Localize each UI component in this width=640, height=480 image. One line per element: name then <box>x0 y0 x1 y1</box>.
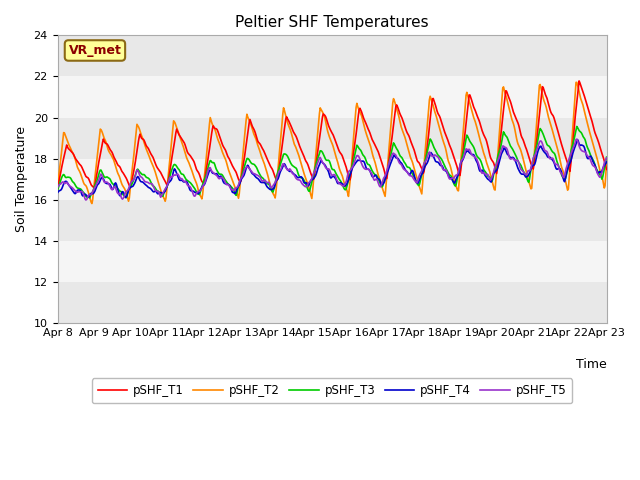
pSHF_T2 <box>63 138 71 144</box>
pSHF_T2 <box>205 121 213 127</box>
pSHF_T2 <box>121 186 129 192</box>
pSHF_T2 <box>177 136 184 142</box>
pSHF_T3 <box>86 195 93 201</box>
Bar <box>58 241 607 282</box>
Bar <box>58 36 607 76</box>
Title: Peltier SHF Temperatures: Peltier SHF Temperatures <box>236 15 429 30</box>
pSHF_T4 <box>415 177 423 182</box>
pSHF_T3 <box>54 188 61 193</box>
pSHF_T3 <box>177 169 184 175</box>
Bar <box>58 200 607 241</box>
pSHF_T5 <box>205 165 213 170</box>
Bar <box>58 118 607 159</box>
pSHF_T2 <box>572 80 580 85</box>
pSHF_T3 <box>415 181 423 187</box>
Text: Time: Time <box>576 358 607 371</box>
pSHF_T2 <box>415 184 423 190</box>
pSHF_T2 <box>88 201 96 206</box>
pSHF_T1 <box>603 167 611 172</box>
pSHF_T5 <box>63 180 71 186</box>
pSHF_T1 <box>205 151 212 157</box>
pSHF_T1 <box>63 144 71 150</box>
pSHF_T5 <box>82 197 90 203</box>
pSHF_T5 <box>603 155 611 161</box>
pSHF_T3 <box>603 154 611 160</box>
pSHF_T5 <box>573 136 580 142</box>
pSHF_T3 <box>205 159 213 165</box>
pSHF_T3 <box>121 193 129 199</box>
pSHF_T1 <box>399 117 406 123</box>
pSHF_T5 <box>399 166 407 172</box>
pSHF_T5 <box>121 192 129 197</box>
Bar <box>58 159 607 200</box>
pSHF_T2 <box>54 183 61 189</box>
pSHF_T2 <box>603 160 611 166</box>
pSHF_T4 <box>177 178 184 183</box>
Bar <box>58 282 607 324</box>
pSHF_T4 <box>399 164 407 169</box>
pSHF_T2 <box>399 131 407 136</box>
pSHF_T3 <box>573 123 580 129</box>
pSHF_T4 <box>573 137 581 143</box>
Y-axis label: Soil Temperature: Soil Temperature <box>15 126 28 232</box>
pSHF_T4 <box>63 180 71 186</box>
pSHF_T4 <box>54 190 61 196</box>
pSHF_T5 <box>415 172 423 178</box>
pSHF_T1 <box>176 133 184 139</box>
Line: pSHF_T3: pSHF_T3 <box>58 126 607 198</box>
Line: pSHF_T1: pSHF_T1 <box>58 81 607 189</box>
pSHF_T1 <box>54 186 61 192</box>
Line: pSHF_T4: pSHF_T4 <box>58 140 607 197</box>
pSHF_T5 <box>54 185 61 191</box>
pSHF_T4 <box>603 159 611 165</box>
Bar <box>58 76 607 118</box>
Text: VR_met: VR_met <box>68 44 122 57</box>
pSHF_T1 <box>120 171 128 177</box>
pSHF_T4 <box>122 194 129 200</box>
pSHF_T3 <box>399 158 407 164</box>
pSHF_T5 <box>177 176 184 181</box>
pSHF_T4 <box>120 191 128 196</box>
pSHF_T1 <box>415 159 422 165</box>
Line: pSHF_T2: pSHF_T2 <box>58 83 607 204</box>
pSHF_T3 <box>63 174 71 180</box>
pSHF_T4 <box>205 168 213 174</box>
pSHF_T1 <box>575 78 583 84</box>
Legend: pSHF_T1, pSHF_T2, pSHF_T3, pSHF_T4, pSHF_T5: pSHF_T1, pSHF_T2, pSHF_T3, pSHF_T4, pSHF… <box>92 378 572 403</box>
Line: pSHF_T5: pSHF_T5 <box>58 139 607 200</box>
